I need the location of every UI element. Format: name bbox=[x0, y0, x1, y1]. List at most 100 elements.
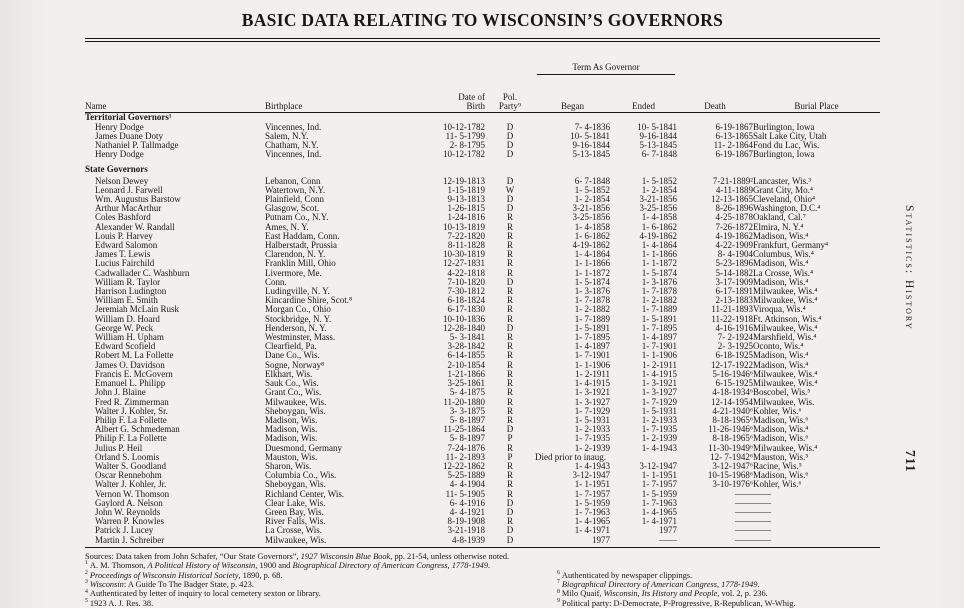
term-ended: 1- 1-1906 bbox=[641, 350, 677, 361]
governor-name: Philip F. La Follette bbox=[95, 433, 167, 444]
table-row: Vernon W. Thomson Richland Center, Wis. 11… bbox=[85, 488, 880, 499]
political-party: D bbox=[506, 121, 514, 132]
term-ended: 1- 4-1965 bbox=[641, 506, 677, 517]
table-row: James T. Lewis Clarendon, N. Y. 10-30-1819… bbox=[85, 250, 880, 259]
term-began: 1- 7-1929 bbox=[574, 405, 610, 416]
term-began: 1- 5-1959 bbox=[574, 497, 610, 508]
political-party: D bbox=[506, 322, 514, 333]
burial-place: Lancaster, Wis.³ bbox=[753, 175, 812, 186]
death-date: 4-19-1862 bbox=[715, 230, 754, 241]
table-row: Louis P. Harvey East Haddam, Conn. 7-22-18… bbox=[85, 230, 880, 241]
term-ended: 1- 5-1959 bbox=[641, 488, 677, 499]
governor-name: Henry Dodge bbox=[95, 121, 144, 132]
date-of-birth: 6- 4-1916 bbox=[449, 497, 485, 508]
table-row: Oscar Rennebohm Columbia Co., Wis. 5-25-18… bbox=[85, 470, 880, 481]
footnote-line: 4 Authenticated by letter of inquiry to l… bbox=[85, 589, 880, 599]
burial-place: Oakland, Cal.⁷ bbox=[753, 212, 806, 223]
birthplace: La Crosse, Wis. bbox=[265, 525, 322, 536]
burial-place: Grant City, Mo.⁴ bbox=[753, 184, 814, 195]
term-began: 1- 1-1872 bbox=[574, 267, 610, 278]
birthplace: Madison, Wis. bbox=[265, 433, 318, 444]
table-row: Emanuel L. Philipp Sauk Co., Wis. 3-25-186… bbox=[85, 378, 880, 389]
column-header-pol: Pol. bbox=[502, 92, 518, 103]
date-of-birth: 4- 4-1904 bbox=[449, 479, 485, 490]
date-of-birth: 10-12-1782 bbox=[443, 149, 485, 160]
table-row: Nathaniel P. Tallmadge Chatham, N.Y. 2- 8-… bbox=[85, 140, 880, 151]
term-ended: 1- 7-1895 bbox=[641, 322, 677, 333]
burial-place: Cleveland, Ohio⁴ bbox=[753, 194, 816, 205]
table-row: Jeremiah McLain Rusk Morgan Co., Ohio 6-17… bbox=[85, 305, 880, 314]
birthplace: Henderson, N. Y. bbox=[265, 322, 327, 333]
death-date: 8-26-1896 bbox=[715, 203, 754, 214]
governor-name: Albert G. Schmedeman bbox=[95, 424, 180, 435]
date-of-birth: 6-14-1855 bbox=[447, 350, 486, 361]
governor-name: William E. Smith bbox=[95, 295, 158, 306]
term-began: 1- 4-1915 bbox=[574, 378, 610, 389]
term-ended: 1- 4-1858 bbox=[641, 212, 677, 223]
term-began: 1- 2-1939 bbox=[574, 442, 610, 453]
term-began: 1- 5-1931 bbox=[574, 414, 610, 425]
term-ended: 1- 2-1933 bbox=[641, 414, 677, 425]
table-row: James O. Davidson Sogne, Norway⁸ 2-10-1854… bbox=[85, 360, 880, 370]
governor-name: Louis P. Harvey bbox=[95, 230, 153, 241]
footnote: 9 Political party: D-Democrate, P-Progres… bbox=[557, 597, 796, 608]
birthplace: Clear Lake, Wis. bbox=[265, 497, 326, 508]
table-row: Cadwallader C. Washburn Livermore, Me. 4-2… bbox=[85, 267, 880, 278]
term-began: 1977 bbox=[592, 534, 610, 545]
political-party: D bbox=[506, 175, 514, 186]
political-party: P bbox=[507, 451, 513, 462]
death-date: 10-15-1968⁶ bbox=[707, 470, 753, 481]
birthplace: Madison, Wis. bbox=[265, 414, 318, 425]
term-ended: 1- 1-1866 bbox=[641, 249, 677, 260]
political-party: D bbox=[506, 140, 514, 151]
death-date: 4-22-1909 bbox=[715, 240, 754, 251]
table-row: Walter S. Goodland Sharon, Wis. 12-22-1862… bbox=[85, 460, 880, 471]
term-began: 1- 4-1965 bbox=[574, 516, 610, 527]
birthplace: Elkhart, Wis. bbox=[265, 368, 313, 379]
birthplace: Morgan Co., Ohio bbox=[265, 304, 331, 315]
burial-place: —— bbox=[753, 516, 771, 527]
death-date: 11-21-1893 bbox=[711, 304, 753, 315]
death-date: 6-17-1891 bbox=[715, 286, 754, 297]
term-began: 1- 1-1866 bbox=[574, 258, 610, 269]
political-party: R bbox=[506, 470, 513, 481]
birthplace: Clarendon, N. Y. bbox=[265, 249, 326, 260]
death-date: 6-18-1925 bbox=[715, 350, 754, 361]
birthplace: Conn. bbox=[265, 276, 287, 287]
political-party: R bbox=[506, 387, 513, 398]
burial-place: Milwaukee, Wis.⁴ bbox=[753, 322, 818, 333]
term-began: 1- 4-1897 bbox=[574, 341, 610, 352]
death-date: 3-10-1976⁶ bbox=[712, 479, 753, 490]
burial-place: Burlington, Iowa bbox=[753, 121, 815, 132]
governor-name: Warren P. Knowles bbox=[95, 516, 165, 527]
date-of-birth: 12-27-1831 bbox=[443, 258, 485, 269]
table-row: Edward Salomon Halberstadt, Prussia 8-11-1… bbox=[85, 240, 880, 251]
death-date: 7-21-1889² bbox=[712, 175, 753, 186]
death-date: 8-18-1965⁶ bbox=[712, 414, 753, 425]
term-began: 1- 2-1882 bbox=[574, 304, 610, 315]
birthplace: Stockbridge, N. Y. bbox=[265, 313, 332, 324]
footnote: 1 A. M. Thomson, A Political History of W… bbox=[85, 560, 491, 571]
date-of-birth: 12-22-1862 bbox=[443, 460, 485, 471]
governor-name: Henry Dodge bbox=[95, 149, 144, 160]
political-party: D bbox=[506, 149, 514, 160]
term-began: 3-25-1856 bbox=[572, 212, 611, 223]
table-row: Walter J. Kohler, Sr. Sheboygan, Wis. 3- 3… bbox=[85, 405, 880, 416]
table-row: Philip F. La Follette Madison, Wis. 5- 8-1… bbox=[85, 414, 880, 425]
term-ended: 1- 7-1929 bbox=[641, 396, 677, 407]
term-began: 1- 2-1933 bbox=[574, 424, 610, 435]
term-ended: 1- 3-1921 bbox=[641, 378, 677, 389]
term-ended: 1977 bbox=[659, 525, 677, 536]
governor-name: Oscar Rennebohm bbox=[95, 470, 162, 481]
governor-name: Julius P. Heil bbox=[95, 442, 143, 453]
governor-name: Harrison Ludington bbox=[95, 286, 167, 297]
burial-place: Mauston, Wis.⁵ bbox=[753, 451, 809, 462]
table-row: Harrison Ludington Ludingville, N. Y. 7-30… bbox=[85, 286, 880, 297]
date-of-birth: 10-13-1819 bbox=[443, 221, 485, 232]
governor-name: Orland S. Loomis bbox=[95, 451, 160, 462]
table-row: Lucius Fairchild Franklin Mill, Ohio 12-27… bbox=[85, 259, 880, 268]
birthplace: Glasgow, Scot. bbox=[265, 203, 320, 214]
date-of-birth: 5- 4-1875 bbox=[449, 387, 485, 398]
burial-place: Kohler, Wis.⁶ bbox=[753, 479, 802, 490]
political-party: P bbox=[507, 433, 513, 444]
